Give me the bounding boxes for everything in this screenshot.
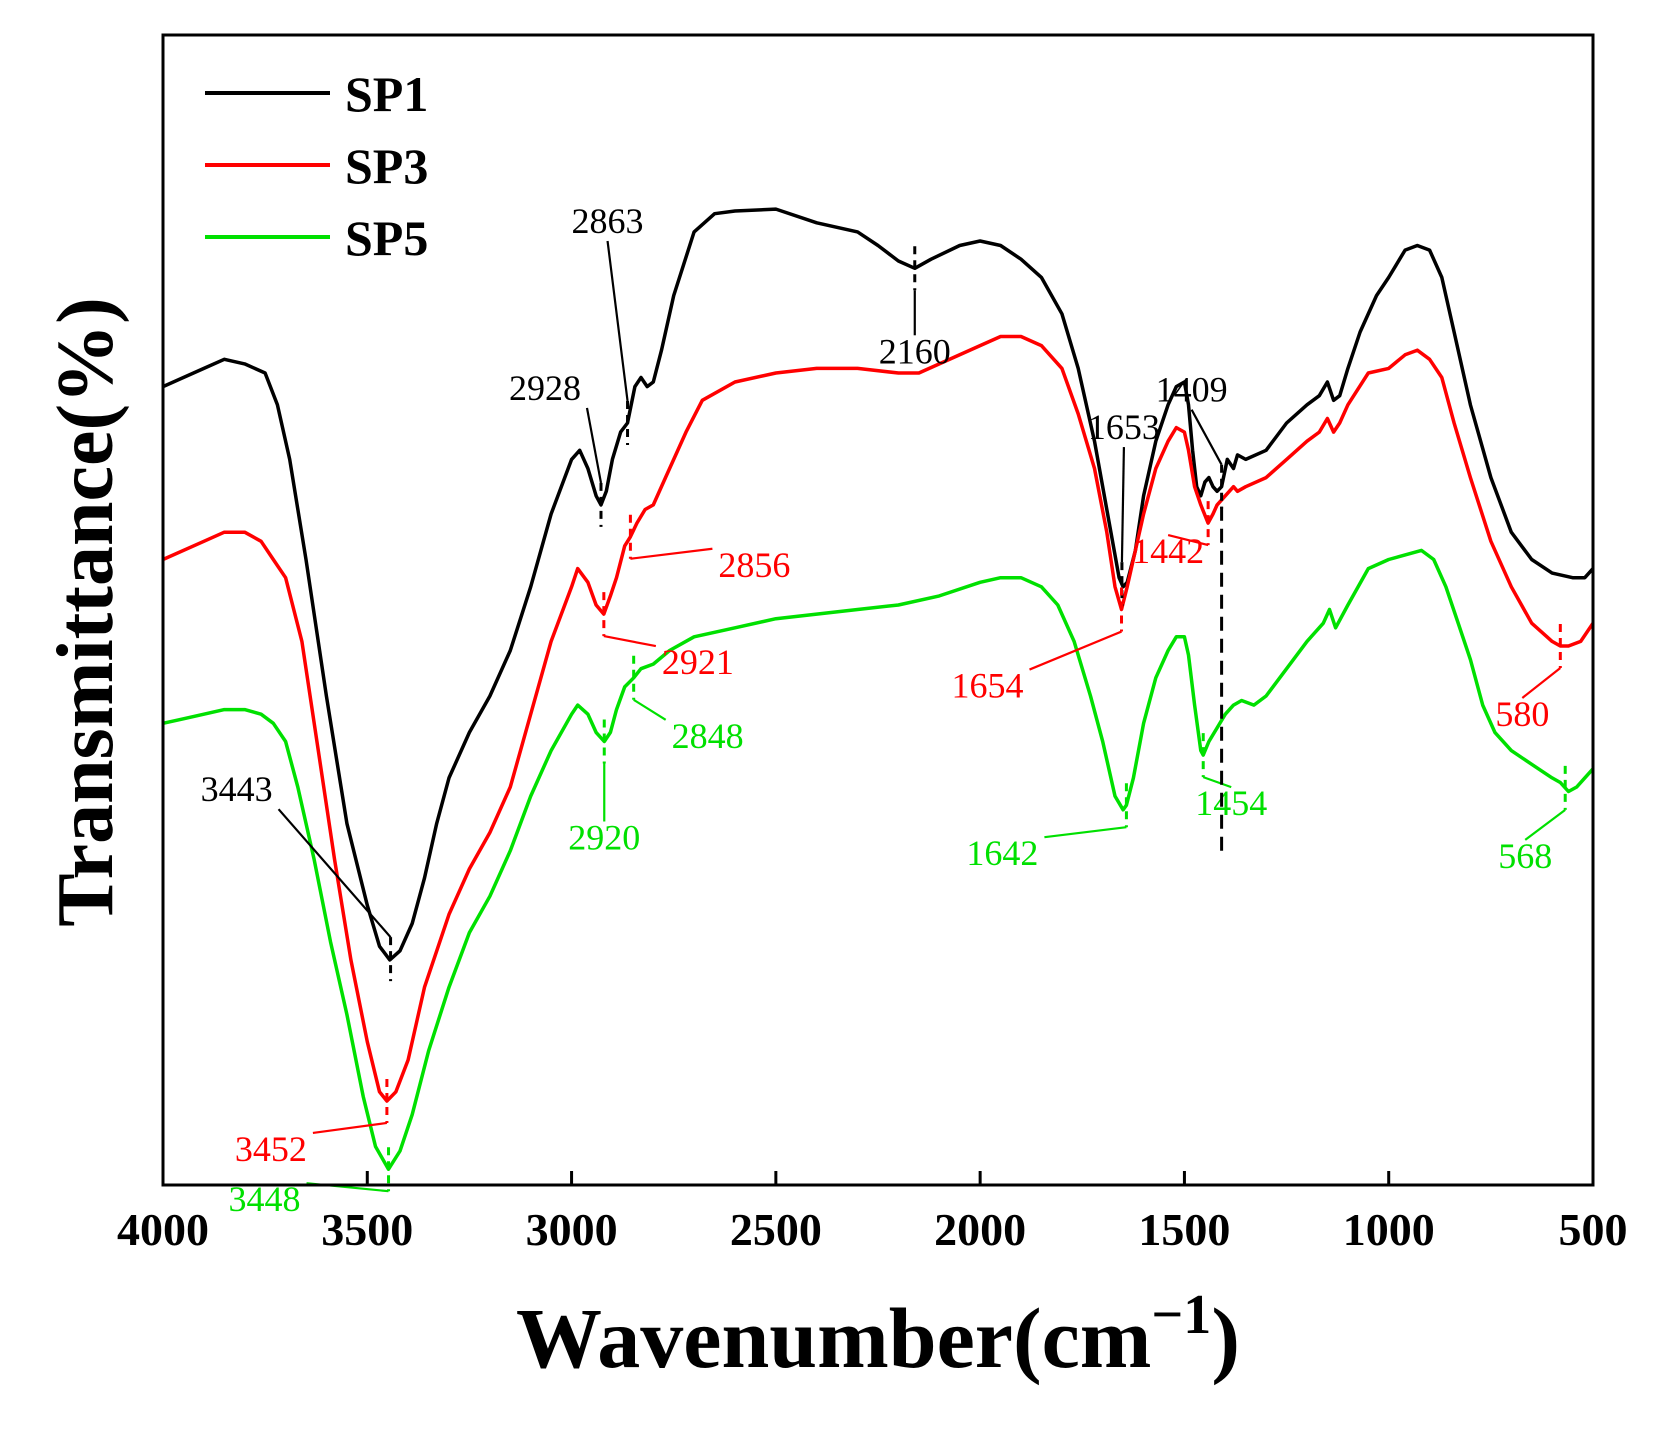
legend-entry-sp5: SP5 <box>205 210 428 266</box>
legend-label: SP3 <box>345 138 428 194</box>
leader-line <box>630 547 713 560</box>
peak-annotation-sp3-580: 580 <box>1495 623 1562 734</box>
leader-line <box>585 407 603 484</box>
x-axis-title-superscript: −1 <box>1151 1284 1211 1346</box>
x-tick-label-4000: 4000 <box>117 1204 209 1255</box>
peak-annotation-sp5-1454: 1454 <box>1195 733 1267 823</box>
leader-line <box>1521 667 1561 699</box>
leader-line <box>277 808 392 938</box>
x-tick-label-3500: 3500 <box>321 1204 413 1255</box>
legend-entry-sp3: SP3 <box>205 138 428 194</box>
leader-line <box>1202 776 1232 789</box>
peak-annotation-sp1-2863: 2863 <box>572 201 644 445</box>
series-line-sp5 <box>162 548 1595 1171</box>
y-axis-title: Transmittance(%) <box>42 297 130 927</box>
peak-annotation-sp1-2160: 2160 <box>879 246 951 371</box>
peak-label: 2160 <box>879 331 951 371</box>
legend-label: SP5 <box>345 210 428 266</box>
peak-label: 1642 <box>966 833 1038 873</box>
leader-line <box>1120 447 1126 563</box>
leader-line <box>603 635 657 648</box>
peak-label: 2920 <box>568 818 640 858</box>
peak-label: 2928 <box>509 368 581 408</box>
peak-annotation-sp1-1653: 1653 <box>1088 407 1160 607</box>
peak-label: 3452 <box>235 1129 307 1169</box>
peak-annotation-sp3-1654: 1654 <box>952 587 1124 706</box>
series-line-sp1 <box>162 207 1595 962</box>
peak-annotation-sp5-1642: 1642 <box>966 783 1128 873</box>
x-tick-label-2000: 2000 <box>934 1204 1026 1255</box>
peak-label: 2856 <box>718 545 790 585</box>
peak-label: 2921 <box>662 642 734 682</box>
x-tick-label-3000: 3000 <box>526 1204 618 1255</box>
leader-line <box>606 240 629 402</box>
leader-line <box>312 1121 388 1135</box>
peak-label: 568 <box>1498 836 1552 876</box>
peak-annotation-sp1-3443: 3443 <box>201 769 393 982</box>
peak-annotation-sp1-2928: 2928 <box>509 368 603 527</box>
peak-annotation-sp3-1442: 1442 <box>1132 501 1210 571</box>
peak-annotation-sp1-1409: 1409 <box>1156 370 1228 509</box>
x-axis-title: Wavenumber(cm−1) <box>516 1284 1240 1386</box>
leader-line <box>1044 826 1127 839</box>
peak-label: 2848 <box>672 716 744 756</box>
peak-annotation-sp5-2848: 2848 <box>632 655 744 756</box>
x-axis-title-suffix: ) <box>1211 1290 1240 1386</box>
peak-label: 1442 <box>1132 531 1204 571</box>
plot-frame <box>161 33 1595 1187</box>
leader-line <box>1167 534 1209 547</box>
series-layer <box>162 207 1595 1171</box>
peak-label: 3443 <box>201 769 273 809</box>
peak-label: 580 <box>1495 694 1549 734</box>
leader-line <box>1029 630 1122 671</box>
peak-annotation-sp3-2921: 2921 <box>602 592 734 682</box>
leader-line <box>633 698 667 721</box>
legend-entry-sp1: SP1 <box>205 66 428 122</box>
peak-label: 1654 <box>952 666 1024 706</box>
x-tick-label-1500: 1500 <box>1138 1204 1230 1255</box>
legend-label: SP1 <box>345 66 428 122</box>
x-axis-title-main: Wavenumber(cm <box>516 1290 1151 1386</box>
leader-line <box>1190 409 1223 466</box>
leader-line <box>1524 809 1566 841</box>
peak-annotation-sp5-2920: 2920 <box>568 719 640 858</box>
x-tick-label-500: 500 <box>1559 1204 1628 1255</box>
x-axis: 4000 3500 3000 2500 2000 1500 1000 500 <box>117 1171 1628 1255</box>
peak-label: 1409 <box>1156 370 1228 410</box>
x-tick-label-1000: 1000 <box>1343 1204 1435 1255</box>
peak-label: 1454 <box>1195 783 1267 823</box>
peak-annotation-sp5-568: 568 <box>1498 765 1567 876</box>
series-line-sp3 <box>162 334 1595 1103</box>
peak-label: 2863 <box>572 201 644 241</box>
x-tick-label-2500: 2500 <box>730 1204 822 1255</box>
peak-label: 1653 <box>1088 407 1160 447</box>
legend: SP1 SP3 SP5 <box>205 66 428 266</box>
peak-annotation-sp3-3452: 3452 <box>235 1078 389 1169</box>
peak-annotation-sp3-2856: 2856 <box>628 514 790 585</box>
